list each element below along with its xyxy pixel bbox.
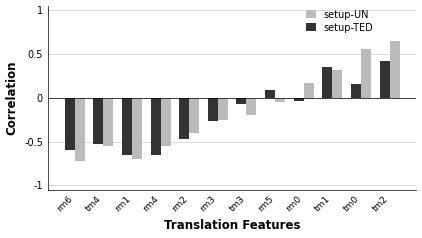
Bar (265, 90, 275, 98)
Bar (93, 98, 103, 144)
Bar (208, 98, 218, 121)
Bar (361, 50, 371, 98)
Bar (304, 83, 314, 98)
Bar (75, 98, 85, 161)
Bar (351, 84, 361, 98)
Bar (390, 41, 400, 98)
Bar (218, 98, 228, 120)
Bar (122, 98, 132, 155)
Bar (103, 98, 113, 146)
Bar (275, 98, 285, 102)
Bar (179, 98, 189, 139)
Bar (246, 98, 257, 115)
Y-axis label: Correlation: Correlation (5, 60, 19, 135)
Bar (160, 98, 170, 146)
Bar (380, 61, 390, 98)
Bar (294, 98, 304, 101)
Legend: setup-UN, setup-TED: setup-UN, setup-TED (303, 7, 376, 35)
Bar (322, 67, 333, 98)
Bar (132, 98, 142, 159)
Bar (333, 70, 342, 98)
Bar (236, 98, 246, 104)
X-axis label: Translation Features: Translation Features (164, 219, 300, 233)
Bar (151, 98, 160, 155)
Bar (65, 98, 75, 150)
Bar (189, 98, 199, 133)
